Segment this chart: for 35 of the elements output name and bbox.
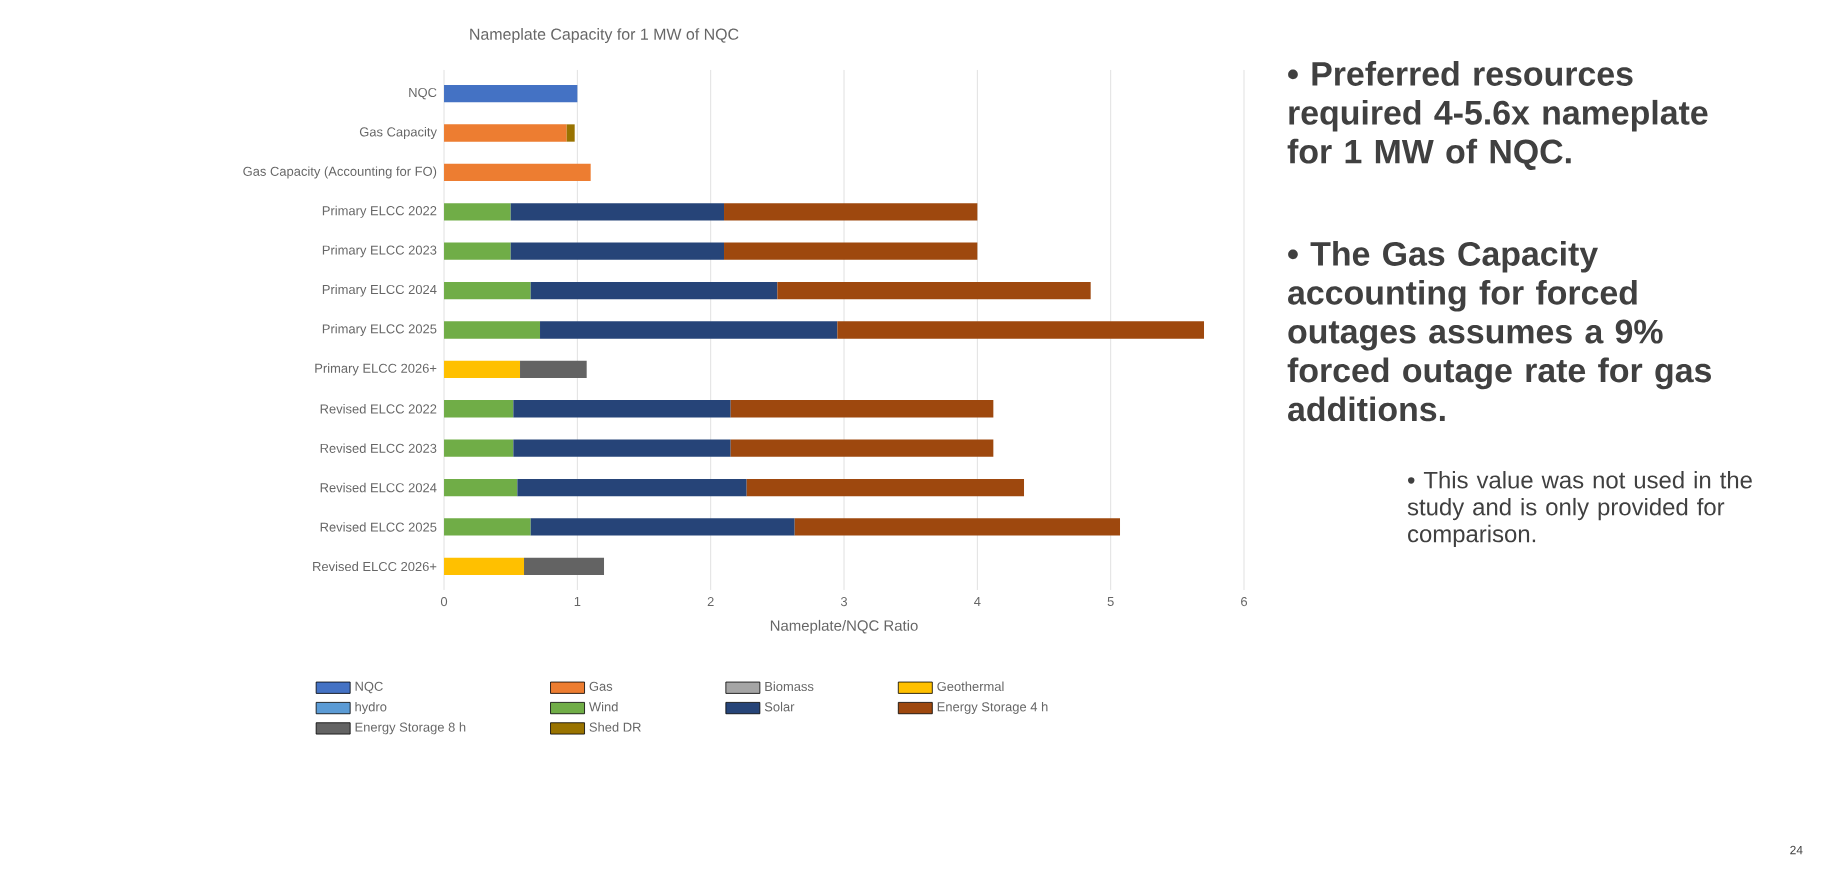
text: • Preferred resources required 4-5.6x nameplate for 1 MW of NQC.	[1287, 61, 1708, 170]
bar	[517, 478, 747, 497]
bar	[444, 360, 521, 379]
bar	[510, 242, 725, 260]
bar	[724, 242, 978, 260]
bar	[530, 281, 778, 300]
bar	[524, 557, 605, 576]
bar	[444, 203, 511, 221]
bar	[513, 400, 731, 418]
bar	[510, 203, 725, 221]
text: • The Gas Capacity accounting for forced outages assumes a 9% forced outage rate for gas additions.	[1287, 241, 1711, 422]
bar	[444, 321, 541, 339]
text: • This value was not used in the study and is only provided for comparison.	[1407, 471, 1752, 548]
bar	[444, 400, 514, 418]
bar	[444, 478, 518, 497]
bar	[444, 439, 514, 457]
bar	[777, 281, 1091, 300]
bar	[837, 321, 1205, 339]
bar	[746, 478, 1025, 497]
bar	[724, 203, 978, 221]
bar	[530, 518, 795, 536]
bar	[794, 518, 1121, 536]
bar	[444, 518, 531, 536]
bar	[444, 557, 525, 576]
bar	[566, 124, 575, 142]
bar	[730, 400, 994, 418]
bar	[444, 281, 531, 300]
bar	[520, 360, 587, 379]
bar	[730, 439, 994, 457]
bar	[444, 242, 511, 260]
bar	[444, 163, 591, 182]
bar	[513, 439, 731, 457]
bar	[444, 124, 567, 142]
bar	[540, 321, 838, 339]
bar	[444, 84, 578, 103]
